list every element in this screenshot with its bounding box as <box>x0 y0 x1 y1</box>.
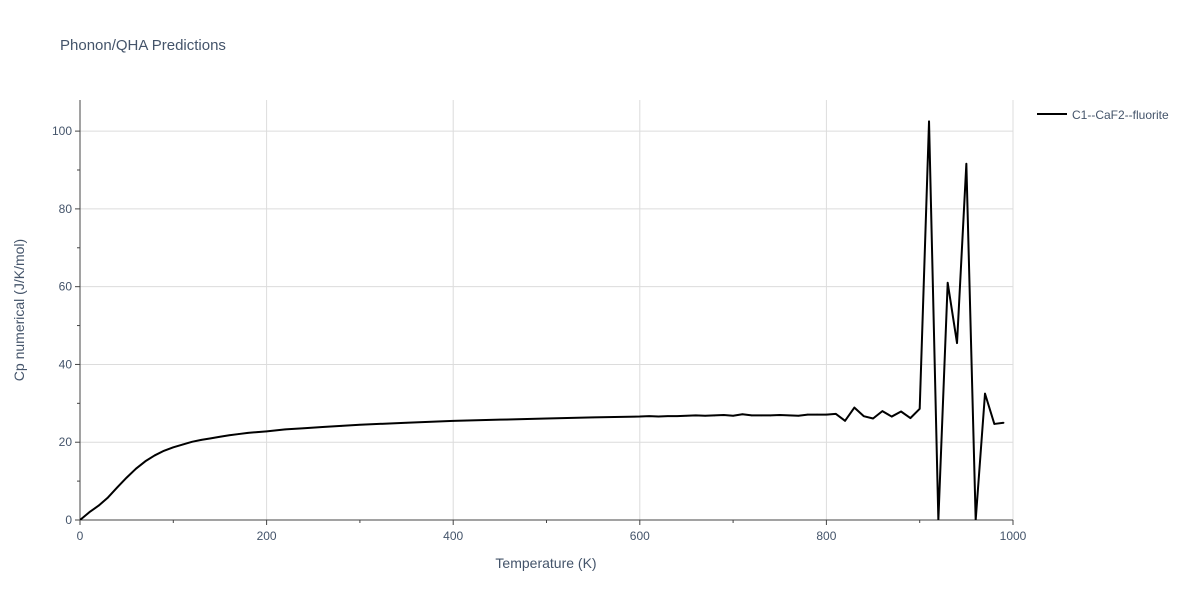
data-point[interactable] <box>452 420 455 422</box>
data-point[interactable] <box>237 433 240 435</box>
data-point[interactable] <box>834 413 837 415</box>
data-point[interactable] <box>853 406 856 409</box>
y-tick-label: 80 <box>59 202 73 216</box>
data-point[interactable] <box>228 434 231 437</box>
data-point[interactable] <box>676 415 678 417</box>
data-point[interactable] <box>247 432 249 434</box>
data-point[interactable] <box>974 519 977 521</box>
data-point[interactable] <box>284 428 287 431</box>
data-point[interactable] <box>825 413 828 416</box>
data-point[interactable] <box>844 420 846 422</box>
data-point[interactable] <box>760 414 762 417</box>
x-tick-label: 600 <box>630 529 650 543</box>
data-point[interactable] <box>816 413 818 416</box>
series-line[interactable] <box>80 120 1004 520</box>
data-point[interactable] <box>107 496 109 499</box>
data-point[interactable] <box>909 417 912 419</box>
data-point[interactable] <box>200 439 203 441</box>
x-tick-label: 1000 <box>1000 529 1027 543</box>
data-point[interactable] <box>1002 421 1005 424</box>
y-tick-label: 0 <box>65 513 72 527</box>
data-point[interactable] <box>303 427 305 430</box>
axes: 0 200 400 600 800 1000 0 20 40 60 80 100 <box>52 100 1027 543</box>
data-point[interactable] <box>265 430 268 433</box>
data-point[interactable] <box>788 414 790 417</box>
data-point[interactable] <box>592 416 594 419</box>
data-point[interactable] <box>946 281 949 284</box>
data-point[interactable] <box>405 421 408 424</box>
x-tick-label: 0 <box>77 529 84 543</box>
data-point[interactable] <box>900 410 902 413</box>
chart-title: Phonon/QHA Predictions <box>60 37 226 54</box>
y-axis-title: Cp numerical (J/K/mol) <box>11 239 27 381</box>
data-point[interactable] <box>116 486 119 489</box>
data-point[interactable] <box>984 392 986 395</box>
data-point[interactable] <box>256 431 259 433</box>
data-point[interactable] <box>79 519 81 521</box>
data-point[interactable] <box>340 425 343 427</box>
x-tick-label: 400 <box>443 529 463 543</box>
data-point[interactable] <box>694 414 697 417</box>
data-point[interactable] <box>172 446 175 449</box>
data-point[interactable] <box>956 342 958 344</box>
data-point[interactable] <box>88 511 91 514</box>
data-point[interactable] <box>153 454 156 457</box>
plot-area <box>79 120 1005 521</box>
data-point[interactable] <box>722 414 725 416</box>
data-point[interactable] <box>321 426 324 428</box>
data-point[interactable] <box>965 162 968 165</box>
data-point[interactable] <box>769 414 772 417</box>
grid <box>80 100 1014 520</box>
data-point[interactable] <box>732 414 734 417</box>
data-point[interactable] <box>713 414 716 417</box>
data-point[interactable] <box>797 414 800 417</box>
x-tick-label: 800 <box>816 529 836 543</box>
data-point[interactable] <box>499 418 501 421</box>
data-point[interactable] <box>704 414 706 417</box>
data-point[interactable] <box>937 519 940 521</box>
data-point[interactable] <box>639 415 641 418</box>
data-point[interactable] <box>806 413 809 416</box>
legend[interactable]: C1--CaF2--fluorite <box>1037 108 1169 122</box>
data-point[interactable] <box>135 467 137 470</box>
data-point[interactable] <box>890 415 893 418</box>
legend-label: C1--CaF2--fluorite <box>1072 108 1169 122</box>
y-tick-label: 20 <box>59 435 73 449</box>
x-axis-title: Temperature (K) <box>495 555 596 571</box>
data-point[interactable] <box>359 423 361 426</box>
y-tick-label: 60 <box>59 280 73 294</box>
data-point[interactable] <box>862 415 865 417</box>
x-tick-label: 200 <box>257 529 277 543</box>
data-point[interactable] <box>219 435 221 438</box>
data-point[interactable] <box>778 414 781 416</box>
data-point[interactable] <box>872 417 874 420</box>
y-tick-label: 40 <box>59 357 73 371</box>
data-point[interactable] <box>209 437 212 440</box>
data-point[interactable] <box>993 423 996 425</box>
data-point[interactable] <box>144 460 147 463</box>
data-point[interactable] <box>918 407 921 410</box>
data-point[interactable] <box>685 414 688 417</box>
data-point[interactable] <box>97 504 100 507</box>
data-point[interactable] <box>881 410 884 412</box>
data-point[interactable] <box>657 415 660 418</box>
data-point[interactable] <box>750 414 753 417</box>
data-point[interactable] <box>181 443 184 446</box>
data-point[interactable] <box>125 476 128 479</box>
data-point[interactable] <box>191 441 193 443</box>
y-tick-label: 100 <box>52 124 72 138</box>
data-point[interactable] <box>163 449 165 452</box>
data-point[interactable] <box>741 413 744 416</box>
data-point[interactable] <box>666 415 669 417</box>
data-point[interactable] <box>545 417 548 420</box>
data-point[interactable] <box>928 120 930 123</box>
data-point[interactable] <box>648 415 650 417</box>
